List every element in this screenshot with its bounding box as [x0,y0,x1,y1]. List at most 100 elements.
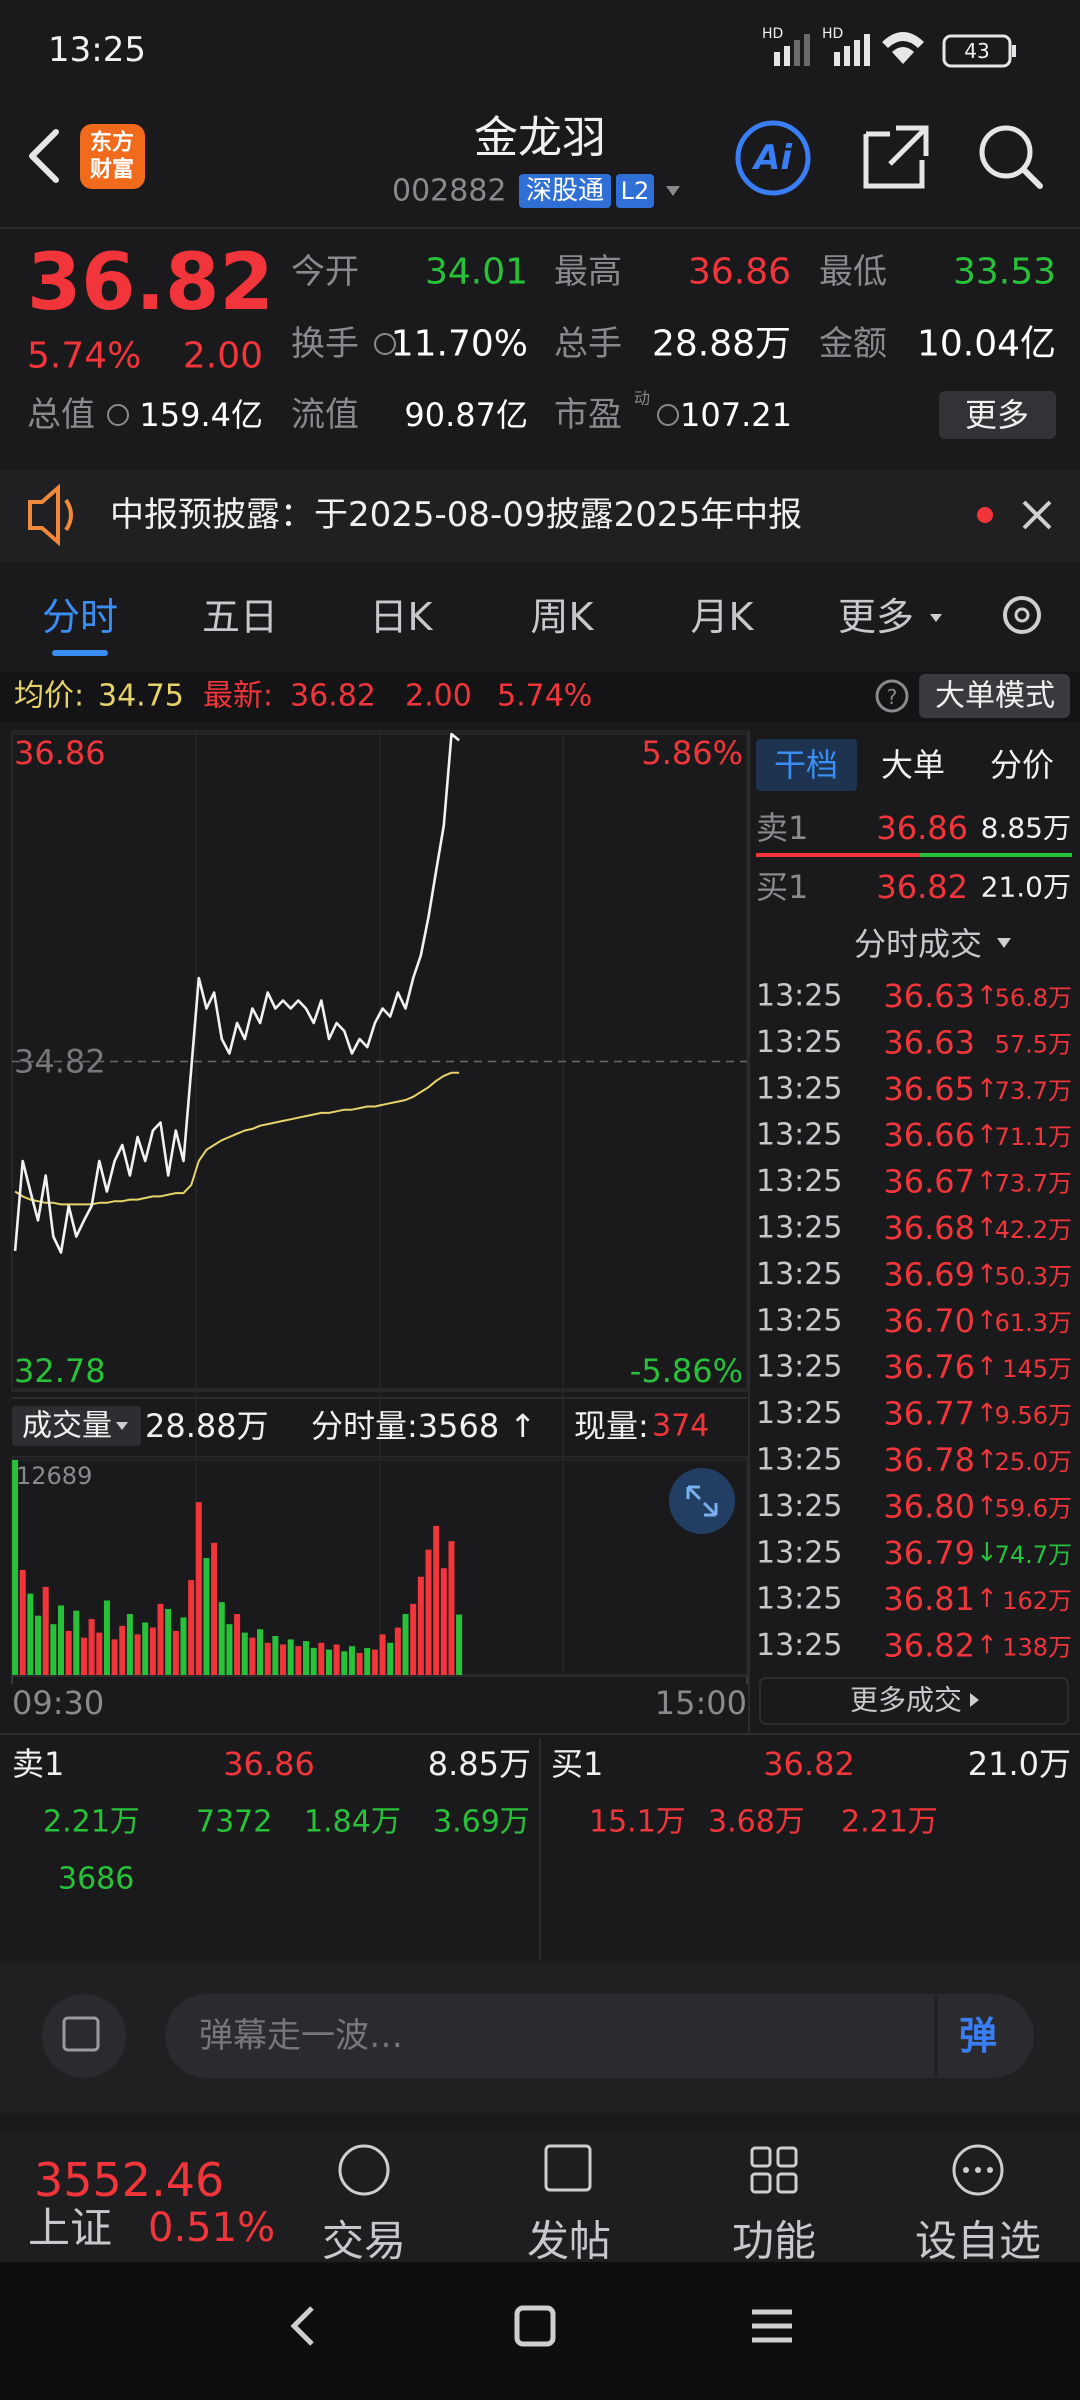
trade-direction: ↑ [976,1491,998,1521]
book-detail: 2.21万 [43,1805,140,1840]
battery-tip [1012,45,1016,57]
trade-volume: 56.8万 [995,984,1072,1012]
panel-tab[interactable]: 大单 [881,746,945,784]
mode-button[interactable] [919,674,1070,718]
trade-time: 13:25 [756,1025,842,1060]
volume-bar [371,1649,378,1675]
more-button[interactable] [939,391,1056,439]
back-button[interactable] [29,129,59,183]
tab[interactable]: 周K [531,595,595,639]
panel-tab[interactable]: 干档 [774,746,838,784]
sell-label: 卖1 [756,809,808,847]
book-detail: 1.84万 [304,1805,401,1840]
info-bar [0,672,1080,722]
x-tick-label: 15:00 [655,1684,747,1722]
volume-title[interactable]: 成交量 [22,1409,112,1444]
trade-time: 13:25 [756,1489,842,1524]
panel-tab[interactable]: 分价 [990,746,1054,784]
panel-tab-active[interactable] [756,739,857,791]
volume-bar [295,1646,302,1675]
book-detail: 3.69万 [433,1805,530,1840]
footer-item[interactable]: 功能 [732,2217,816,2266]
more-trades[interactable]: 更多成交 [850,1684,962,1717]
tab[interactable]: 五日 [202,595,278,639]
trade-direction: ↑ [976,1306,998,1336]
dropdown[interactable] [666,186,680,196]
volume-bar [348,1646,355,1675]
footer-item[interactable]: 设自选 [915,2217,1041,2266]
expand-button[interactable] [669,1468,735,1534]
avg-value: 34.75 [98,679,184,714]
nav-menu[interactable] [752,2309,792,2343]
volume-bar [318,1642,325,1675]
logo[interactable] [80,124,145,189]
tab[interactable]: 更多 [838,595,914,639]
danmaku-input[interactable] [165,1994,1034,2078]
trade-direction: ↑ [976,1584,998,1614]
footer-item[interactable]: 发帖 [527,2217,611,2266]
book-price: 36.86 [223,1745,315,1783]
speaker-icon [28,483,60,547]
help-button[interactable] [875,679,909,713]
nav-back[interactable] [290,2306,314,2346]
tab[interactable]: 月K [691,595,755,639]
volume-bar [19,1569,26,1675]
average-line [14,1071,460,1206]
volume-bar [226,1624,233,1675]
trade-time: 13:25 [756,1350,842,1385]
network-label: HD [762,26,783,42]
post-icon [544,2144,592,2192]
volume-bar [58,1605,64,1675]
volume-bar [241,1632,248,1675]
stat-label: 换手 [291,324,359,364]
trade-time: 13:25 [756,1211,842,1246]
more-label[interactable]: 更多 [965,396,1029,434]
close-button[interactable] [1022,500,1052,530]
danmaku-settings[interactable] [42,1994,126,2078]
footer-item[interactable]: 交易 [322,2217,406,2266]
trade-time: 13:25 [756,1535,842,1570]
battery [942,34,1012,68]
index-value[interactable]: 3552.46 [34,2153,224,2207]
help-mark[interactable]: 大单模式 [935,679,1055,714]
danmaku-button[interactable]: 弹 [959,2014,997,2058]
buy-label: 买1 [756,868,808,906]
buy-volume: 21.0万 [981,871,1071,904]
trade-direction: ↑ [976,1074,998,1104]
avg-label: 均价: [14,679,84,714]
y-tick-label: 32.78 [14,1352,106,1390]
volume-bar [341,1651,348,1675]
search-button[interactable] [979,125,1033,179]
danmaku-placeholder[interactable]: 弹幕走一波… [199,2016,403,2056]
change: 2.00 [183,336,263,377]
volume-bar [402,1614,409,1675]
badge [519,174,611,208]
trade-volume: 71.1万 [995,1123,1072,1151]
volume-bar [111,1639,118,1675]
stock-code: 002882 [392,174,507,209]
volume-bar [303,1641,309,1675]
network-label: HD [822,26,843,42]
ai-button[interactable] [735,120,811,196]
nav-home[interactable] [514,2305,556,2347]
sell-price: 36.86 [876,809,968,847]
volume-bar [134,1634,141,1675]
settings-button[interactable] [1003,596,1041,634]
sell-volume: 8.85万 [981,812,1071,845]
volume-bar [310,1647,317,1675]
ai-label[interactable]: Ai [751,138,793,178]
share-button[interactable] [863,125,929,189]
pct-label: 5.86% [641,734,743,772]
book-detail: 2.21万 [841,1805,938,1840]
volume-selector[interactable] [12,1406,141,1446]
stat-label: 最高 [554,252,622,292]
volume-bar [42,1586,49,1675]
tab[interactable]: 分时 [42,595,118,639]
tab[interactable]: 日K [370,595,434,639]
x-tick-label: 09:30 [12,1684,104,1722]
y-tick-label: 36.86 [14,734,106,772]
more-trades-button[interactable] [759,1677,1069,1725]
volume-bar [440,1568,447,1675]
trade-price: 36.65 [883,1070,975,1108]
